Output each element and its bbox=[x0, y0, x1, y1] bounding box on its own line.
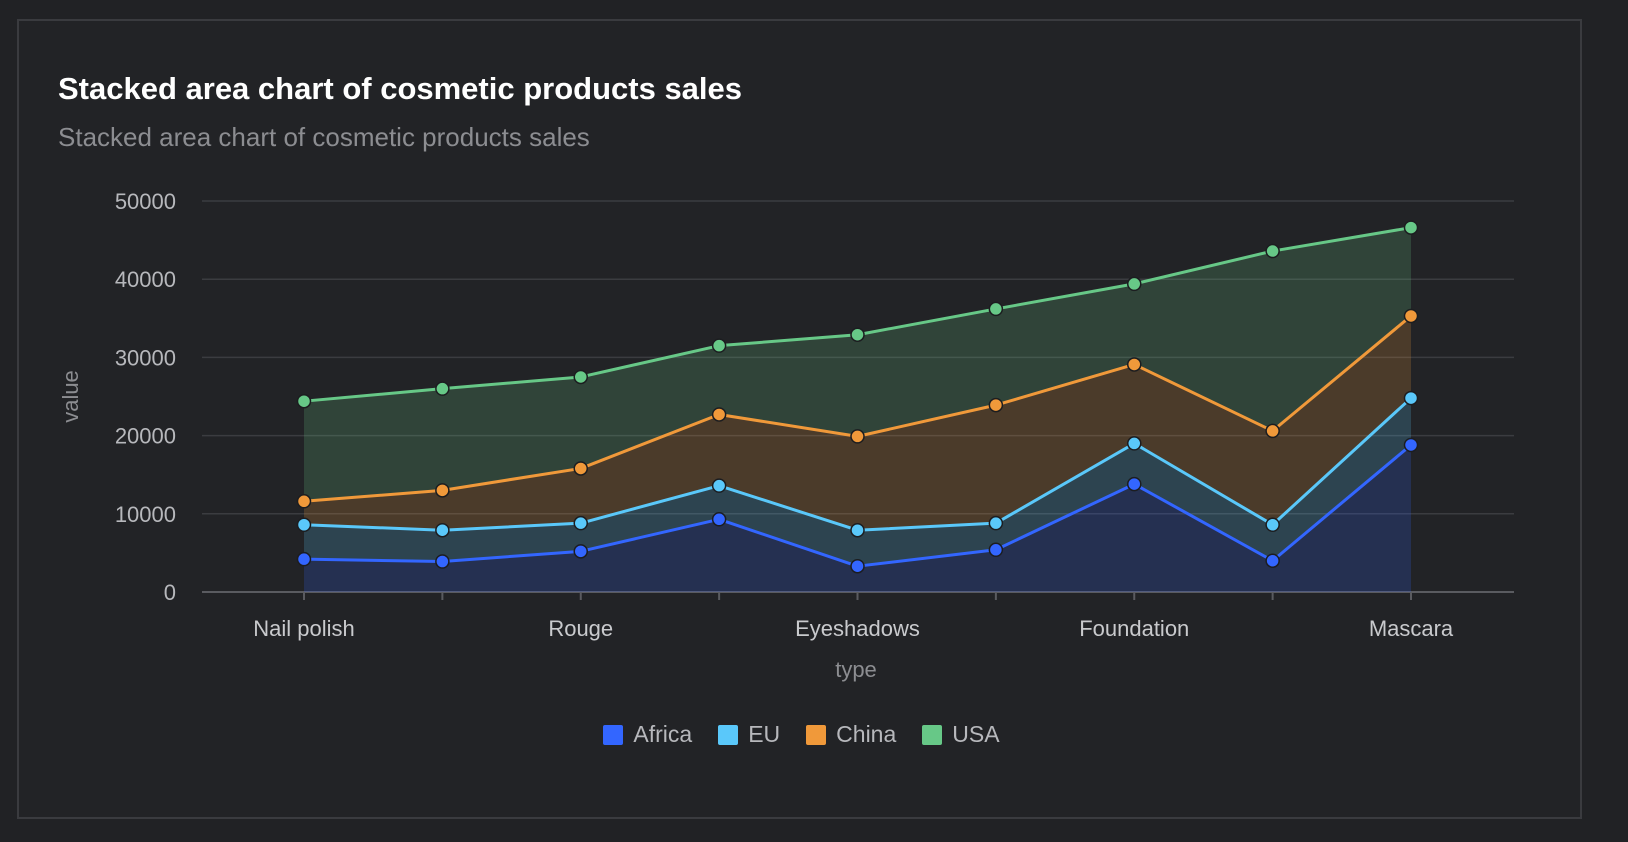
legend-item-eu[interactable]: EU bbox=[718, 721, 780, 748]
point-eu bbox=[435, 522, 450, 538]
point-africa bbox=[1403, 437, 1419, 453]
point-eu bbox=[850, 522, 865, 538]
point-china bbox=[1127, 357, 1142, 372]
x-axis-title: type bbox=[835, 657, 877, 682]
point-usa bbox=[1265, 243, 1280, 259]
point-africa bbox=[1265, 553, 1280, 568]
legend-item-usa[interactable]: USA bbox=[922, 721, 1000, 748]
point-usa bbox=[573, 369, 588, 385]
point-china bbox=[711, 407, 727, 422]
x-tick-label: Foundation bbox=[1079, 616, 1189, 641]
point-usa bbox=[988, 301, 1004, 317]
point-africa bbox=[573, 544, 588, 559]
point-africa bbox=[988, 542, 1004, 558]
point-china bbox=[435, 483, 450, 498]
legend-swatch bbox=[806, 724, 827, 745]
point-eu bbox=[988, 515, 1004, 531]
point-china bbox=[573, 461, 588, 476]
x-tick-label: Mascara bbox=[1369, 616, 1454, 641]
y-tick-label: 40000 bbox=[115, 267, 176, 292]
legend-item-africa[interactable]: Africa bbox=[603, 721, 692, 748]
chart-card: Stacked area chart of cosmetic products … bbox=[17, 19, 1582, 819]
chart-title: Stacked area chart of cosmetic products … bbox=[58, 71, 743, 106]
point-eu bbox=[1127, 436, 1142, 451]
point-eu bbox=[573, 515, 588, 531]
point-usa bbox=[1127, 276, 1142, 292]
point-eu bbox=[296, 517, 312, 532]
point-africa bbox=[1127, 476, 1142, 492]
legend-swatch bbox=[718, 724, 739, 745]
x-tick-label: Nail polish bbox=[253, 616, 355, 641]
y-tick-label: 0 bbox=[164, 580, 176, 605]
x-tick-label: Eyeshadows bbox=[795, 616, 920, 641]
area-usa bbox=[304, 227, 1411, 502]
legend-swatch bbox=[922, 724, 943, 745]
point-africa bbox=[435, 554, 450, 569]
point-eu bbox=[1403, 390, 1419, 406]
legend-label: Africa bbox=[633, 721, 693, 747]
point-eu bbox=[1265, 517, 1280, 532]
point-usa bbox=[435, 381, 450, 396]
legend-item-china[interactable]: China bbox=[806, 721, 896, 748]
y-tick-label: 50000 bbox=[115, 189, 176, 214]
point-usa bbox=[296, 393, 312, 409]
x-tick-label: Rouge bbox=[548, 616, 613, 641]
y-tick-label: 20000 bbox=[115, 424, 176, 449]
y-tick-label: 30000 bbox=[115, 345, 176, 370]
point-china bbox=[988, 397, 1004, 413]
legend-swatch bbox=[603, 724, 624, 745]
chart-legend: Africa EU China USA bbox=[19, 721, 1584, 748]
point-africa bbox=[296, 551, 312, 567]
legend-label: EU bbox=[748, 721, 781, 747]
point-africa bbox=[711, 512, 727, 527]
point-usa bbox=[711, 338, 727, 353]
chart-subtitle: Stacked area chart of cosmetic products … bbox=[58, 122, 590, 152]
stacked-area-chart: 0 10000 20000 30000 40000 50000 Nail polish Rou… bbox=[58, 189, 1514, 682]
y-axis-title: value bbox=[58, 370, 83, 423]
point-china bbox=[1403, 308, 1419, 324]
point-china bbox=[296, 494, 312, 509]
point-china bbox=[1265, 423, 1280, 439]
point-eu bbox=[711, 478, 727, 493]
legend-label: USA bbox=[952, 721, 1000, 747]
point-usa bbox=[850, 327, 865, 342]
y-tick-label: 10000 bbox=[115, 502, 176, 527]
point-africa bbox=[850, 558, 865, 574]
legend-label: China bbox=[836, 721, 897, 747]
point-usa bbox=[1403, 220, 1419, 235]
point-china bbox=[850, 429, 865, 444]
